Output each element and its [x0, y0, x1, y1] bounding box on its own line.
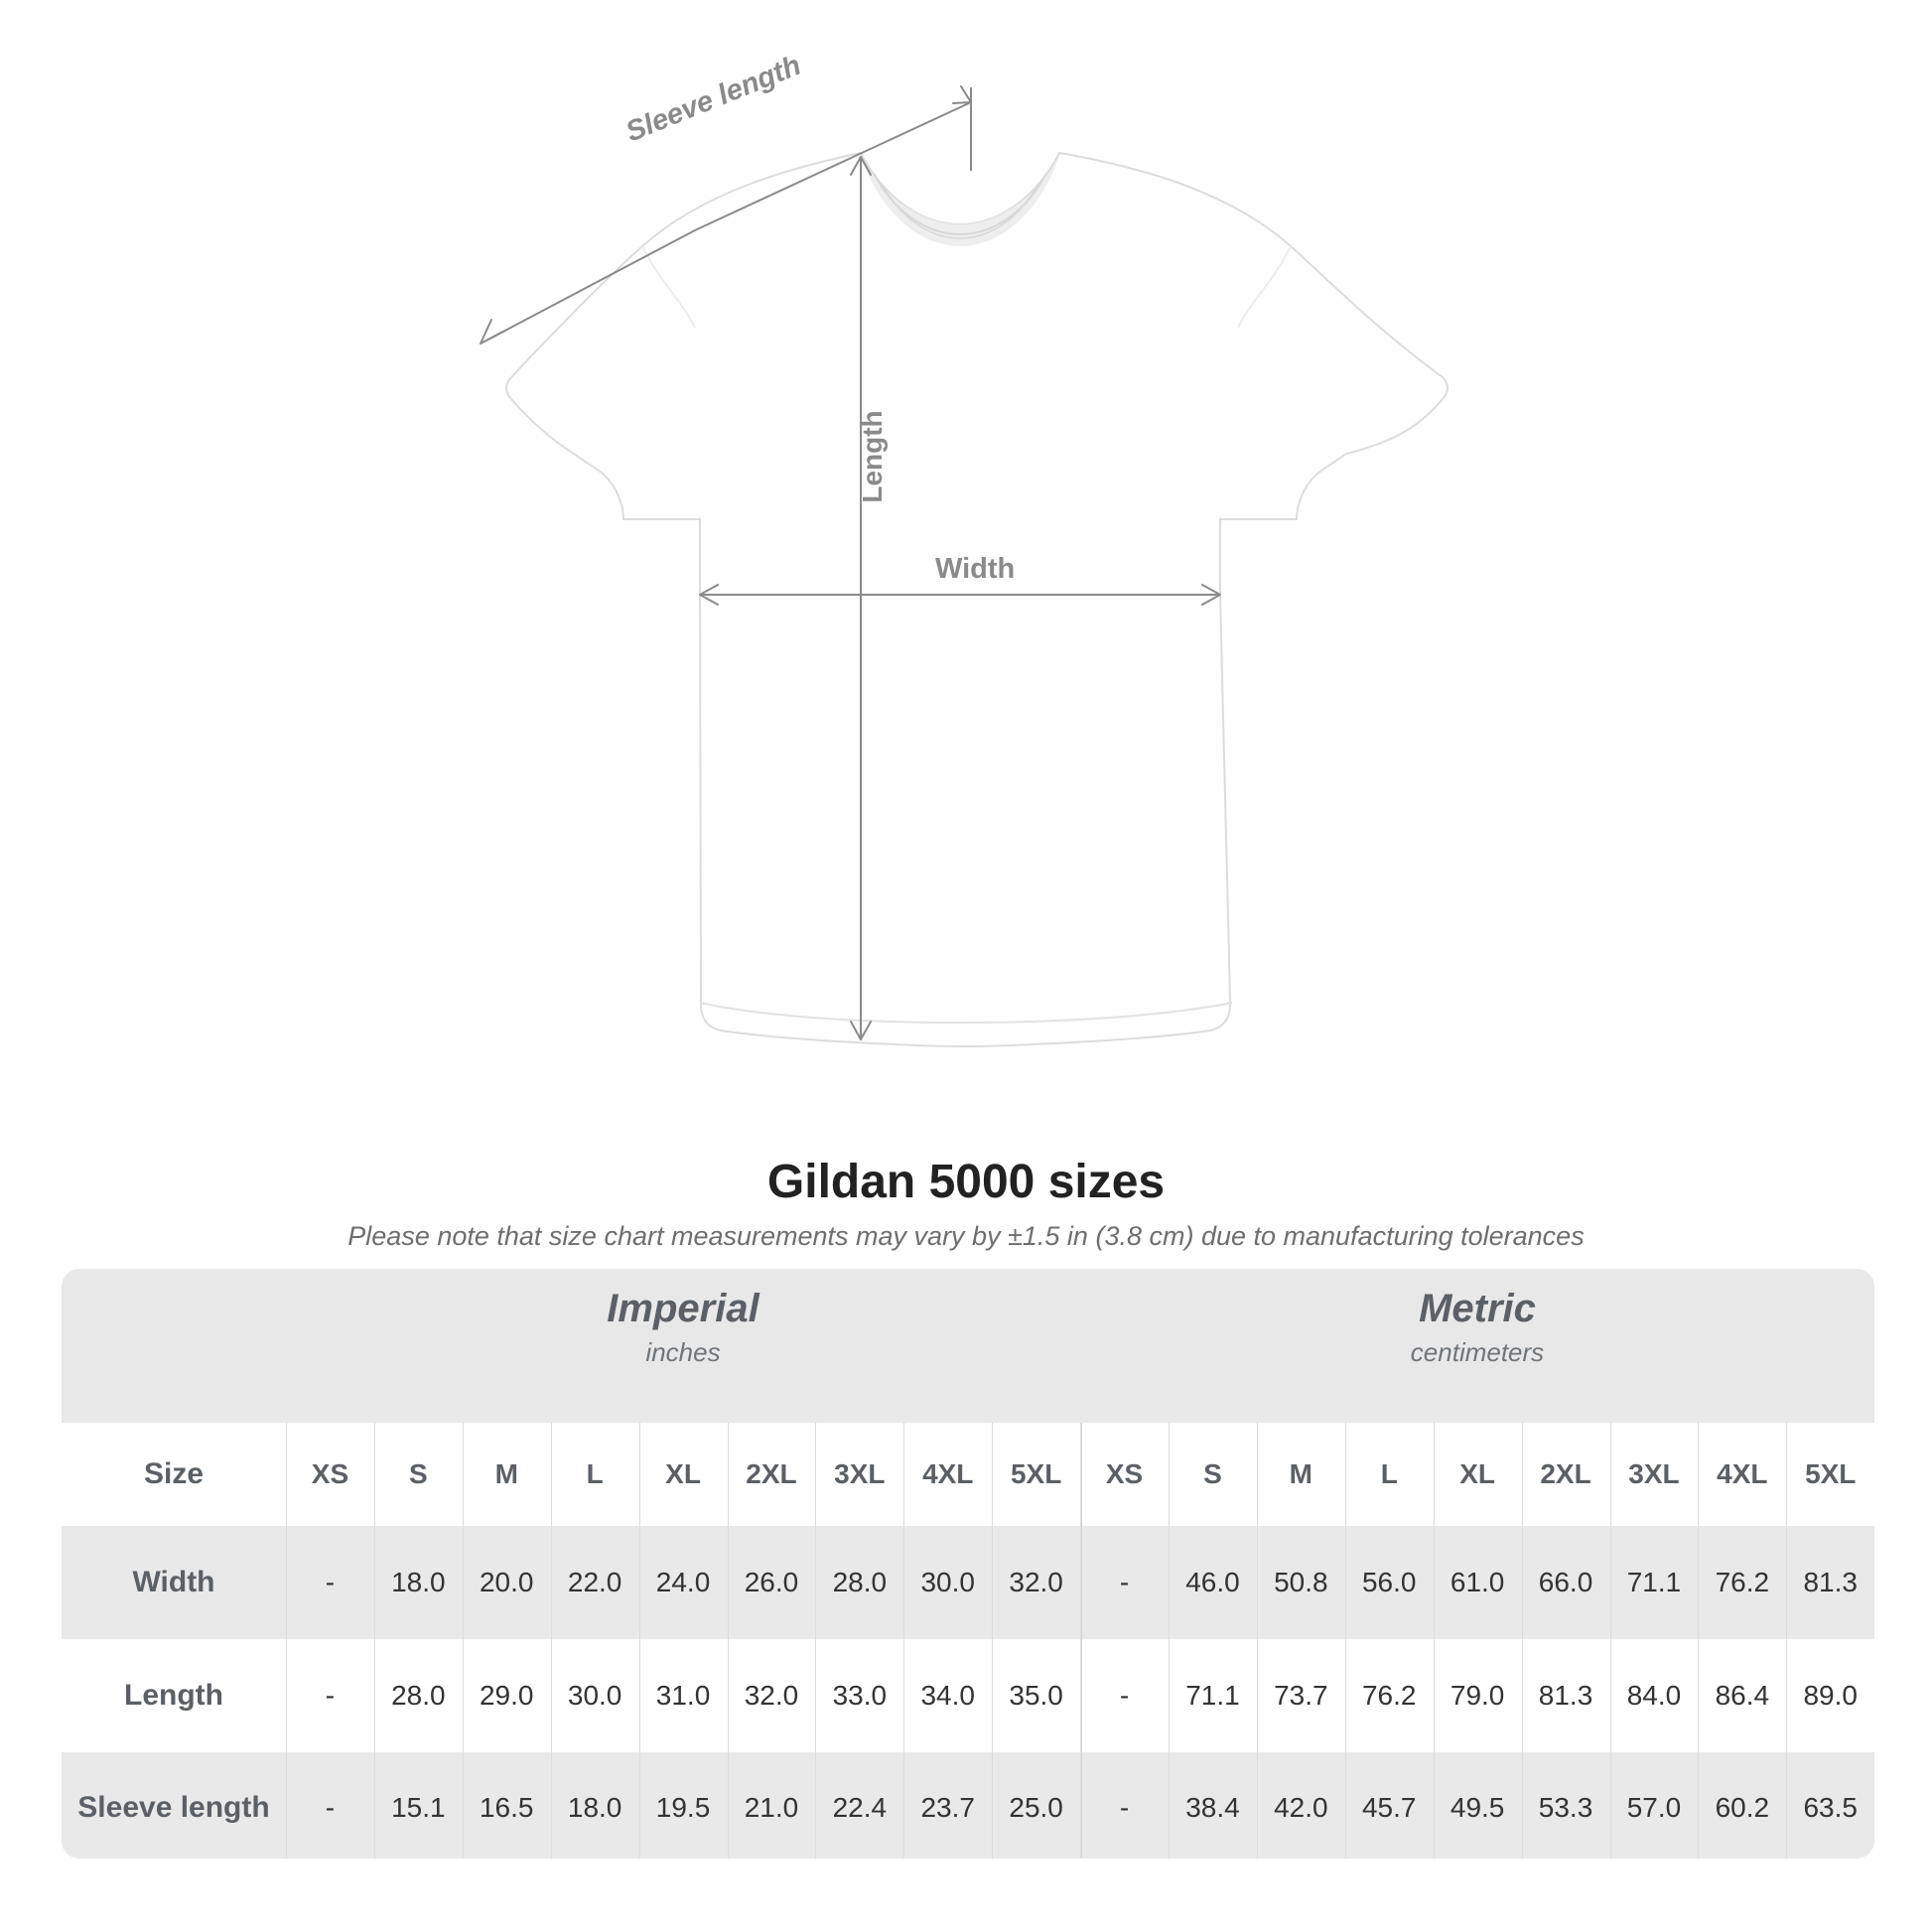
- svg-text:Sleeve length: Sleeve length: [621, 50, 805, 149]
- svg-text:Length: Length: [857, 410, 888, 502]
- svg-text:Width: Width: [935, 553, 1015, 585]
